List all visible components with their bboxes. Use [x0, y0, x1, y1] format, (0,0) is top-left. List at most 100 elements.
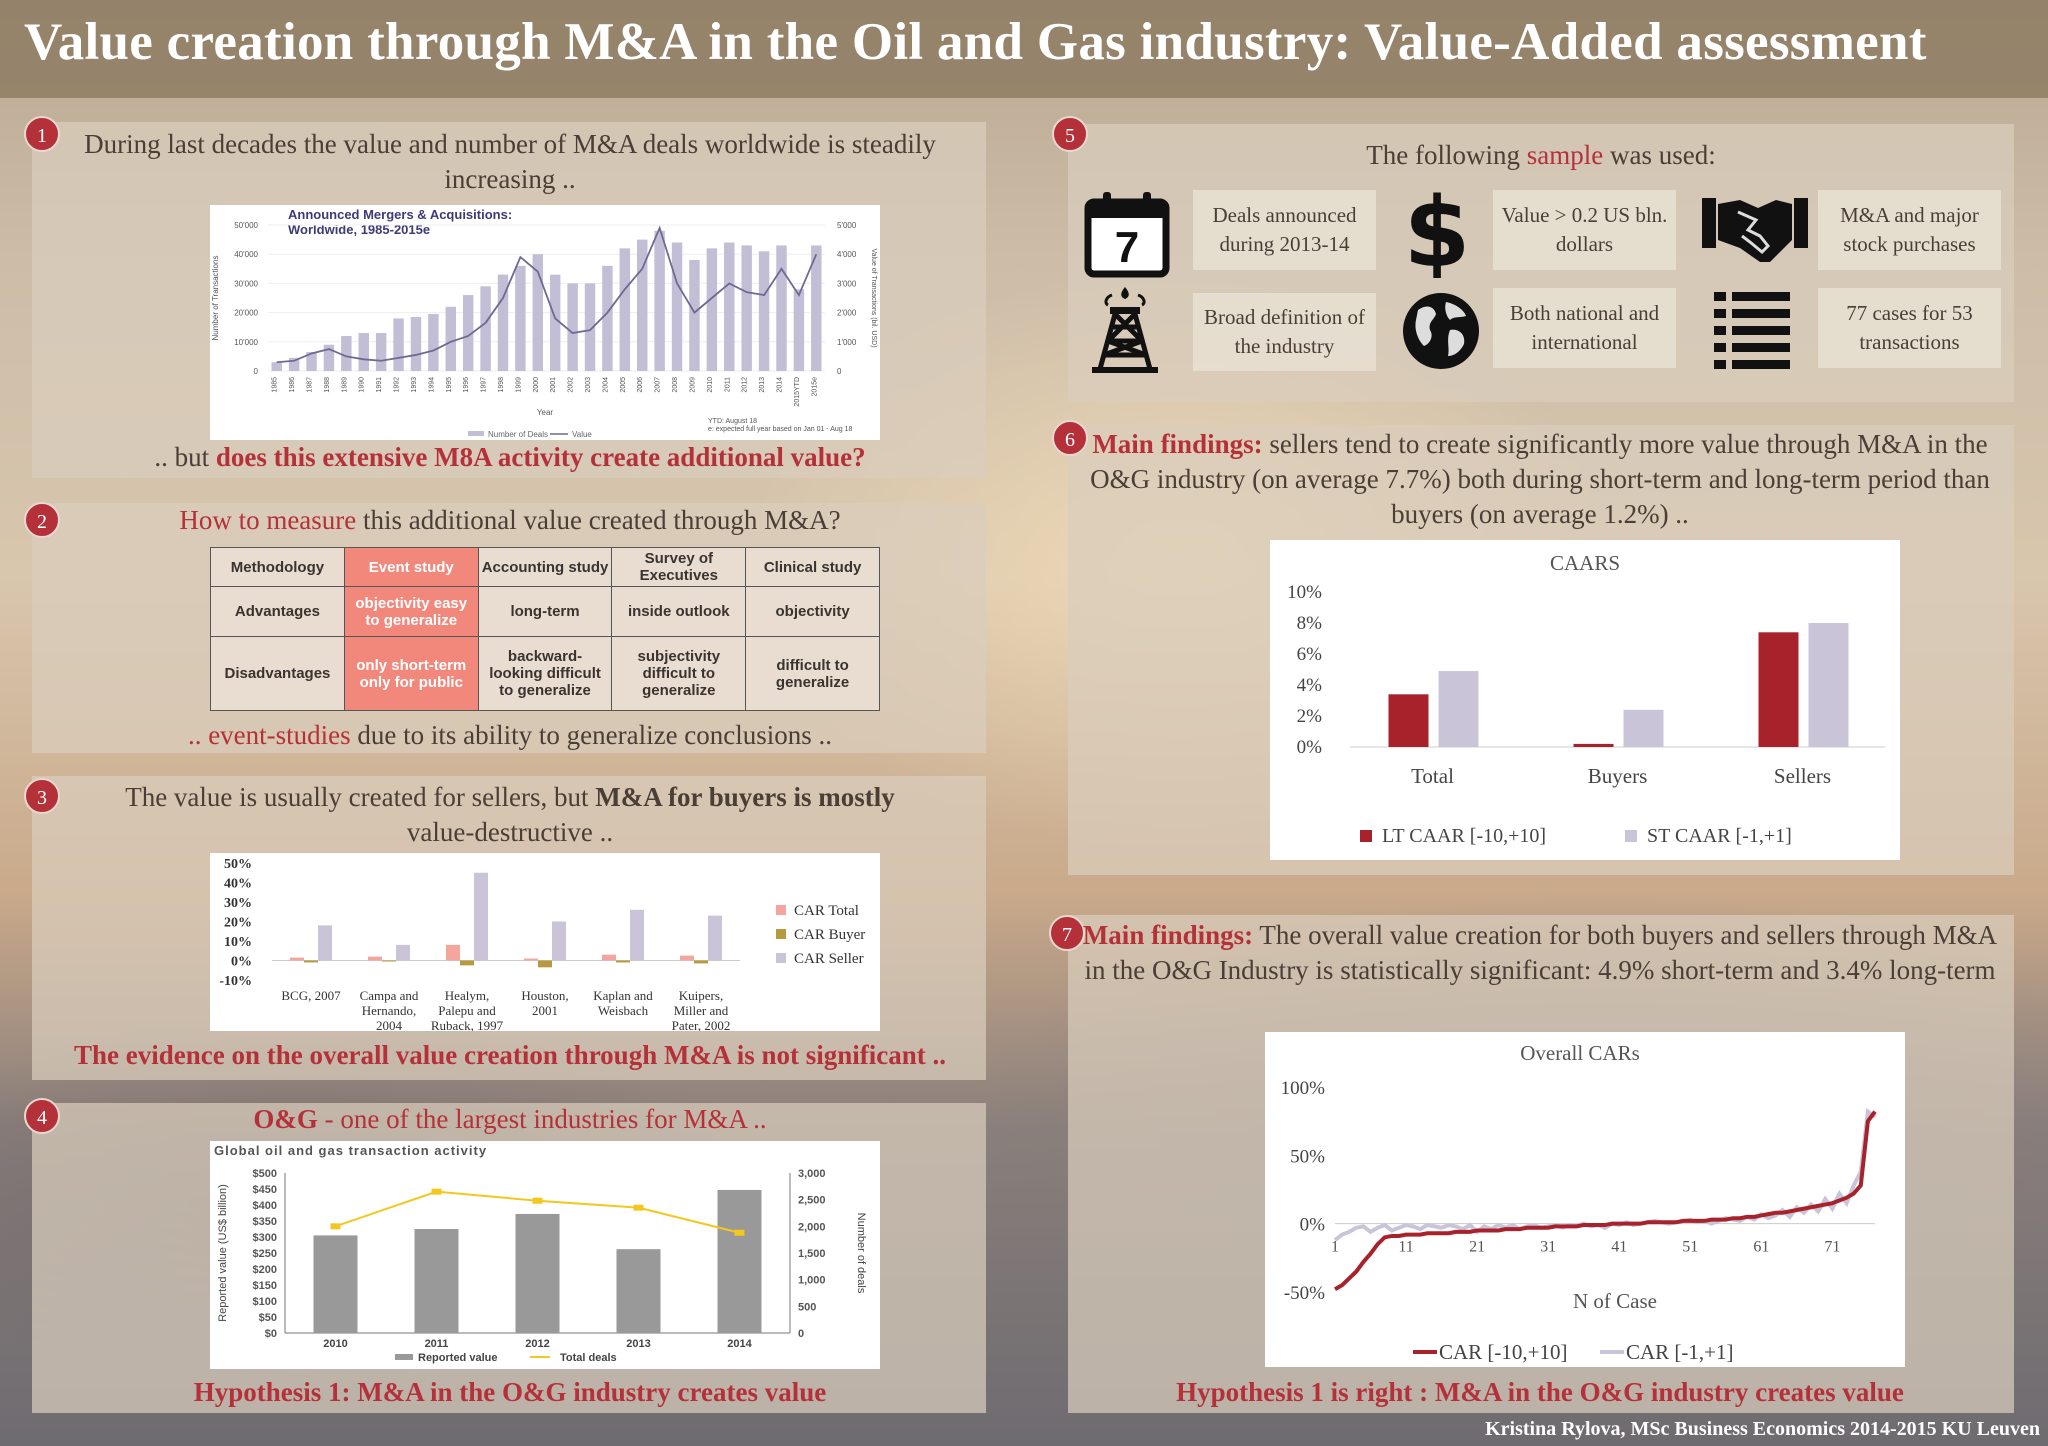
y2-tick-label: 2,000	[798, 1221, 826, 1233]
x-tick-label: 2013	[626, 1338, 650, 1350]
legend-label: CAR Total	[794, 903, 859, 919]
panel-2-bottom-red: .. event-studies	[187, 720, 351, 750]
section-number-1: 1	[24, 116, 60, 152]
ma-worldwide-svg: Announced Mergers & Acquisitions:Worldwi…	[211, 207, 877, 439]
table-cell: long-term	[477, 586, 613, 637]
bar	[382, 960, 396, 962]
section-number-4: 4	[24, 1098, 60, 1134]
og-transactions-chart: Global oil and gas transaction activity $…	[210, 1141, 880, 1369]
x-axis-label: N of Case	[1573, 1289, 1657, 1313]
bar	[694, 960, 708, 964]
y-tick-label: $300	[253, 1232, 277, 1244]
x-tick-label: Pater, 2002	[672, 1018, 731, 1031]
y-tick-label: 30'000	[234, 279, 258, 288]
table-cell: Event study	[343, 547, 479, 587]
bar	[515, 265, 526, 371]
y-tick-label: 30%	[224, 896, 252, 911]
bar	[271, 362, 282, 371]
car-studies-chart: 50% 40% 30% 20% 10% 0% -10% BCG, 2007 Campa and H…	[210, 853, 880, 1033]
panel-6-heading-red: Main findings:	[1092, 429, 1263, 459]
y-tick-label: 0%	[1300, 1215, 1326, 1236]
legend-label: Value	[572, 430, 592, 439]
caars-svg: CAARS 0% 2% 4% 6% 8% 10% Total Buyers Sellers LT C…	[1287, 551, 1885, 847]
line-marker	[330, 1223, 341, 1230]
x-tick-label: 2013	[759, 377, 766, 393]
x-tick-label: 2005	[620, 377, 627, 393]
y2-tick-label: 2'000	[837, 309, 857, 318]
poster-title: Value creation through M&A in the Oil an…	[24, 13, 1927, 71]
bar	[552, 921, 566, 961]
x-tick-label: 1994	[428, 377, 435, 393]
x-tick-label: 2000	[533, 377, 540, 393]
x-tick-label: 1991	[376, 377, 383, 393]
panel-5-heading-pre: The following	[1366, 140, 1527, 170]
sample-card-cases: 77 cases for 53 transactions	[1818, 288, 2001, 368]
bar	[497, 274, 509, 371]
legend-label: LT CAAR [-10,+10]	[1382, 825, 1546, 847]
bar	[396, 944, 410, 961]
table-cell: Accounting study	[477, 547, 613, 587]
table-cell: objectivity	[745, 586, 880, 637]
bar	[414, 1229, 459, 1333]
x-tick-label: 1998	[498, 377, 505, 393]
y-tick-label: 0	[254, 367, 259, 376]
x-tick-label: Palepu and	[438, 1003, 496, 1018]
y2-tick-label: 3'000	[837, 279, 857, 288]
sample-card-period: Deals announced during 2013-14	[1193, 190, 1376, 270]
chart-note: e: expected full year based on Jan 01 - …	[708, 426, 852, 433]
y-tick-label: 20%	[224, 916, 252, 931]
y-tick-label: 10%	[224, 935, 252, 950]
y-tick-label: 0%	[1297, 737, 1323, 758]
y-tick-label: $150	[253, 1280, 277, 1292]
bar	[758, 251, 770, 371]
overall-cars-svg: Overall CARs-50%0%50%100%1 11 21 31 41 51 61 71…	[1281, 1041, 1877, 1364]
x-tick-label: 1995	[446, 377, 453, 393]
y-tick-label: 50%	[1290, 1146, 1325, 1167]
y-tick-label: 2%	[1297, 706, 1323, 727]
legend-label: CAR [-10,+10]	[1439, 1340, 1568, 1364]
bar	[776, 245, 787, 371]
y-tick-label: 6%	[1297, 644, 1323, 665]
y2-tick-label: 4'000	[837, 250, 857, 259]
bar	[288, 357, 300, 371]
panel-5-heading: The following sample was used:	[1068, 138, 2014, 173]
bar	[616, 1249, 661, 1333]
x-tick-label: 2008	[672, 377, 679, 393]
x-tick-label: 2001	[532, 1003, 558, 1018]
legend-label: ST CAAR [-1,+1]	[1647, 825, 1792, 847]
legend-swatch	[395, 1354, 413, 1360]
y-tick-label: 4%	[1297, 675, 1323, 696]
table-cell: subjectivity difficult to generalize	[611, 636, 747, 711]
x-tick-label: 2011	[425, 1338, 449, 1350]
bar	[741, 245, 752, 371]
bar	[341, 335, 352, 371]
bar	[532, 254, 544, 371]
x-tick-label: 2015e	[811, 377, 818, 397]
y-axis-label: Reported value (US$ billion)	[217, 1184, 229, 1322]
bar	[602, 954, 616, 961]
dollar-icon: $	[1400, 177, 1475, 289]
x-tick-label: 1993	[411, 377, 418, 393]
x-tick-label: Campa and	[360, 988, 419, 1003]
line-marker	[633, 1204, 644, 1211]
title-bar: Value creation through M&A in the Oil an…	[0, 0, 2048, 98]
line-marker	[431, 1188, 442, 1195]
legend-label: CAR Seller	[794, 951, 864, 967]
ma-worldwide-chart: Announced Mergers & Acquisitions: Worldwi…	[210, 205, 880, 440]
y-tick-label: $100	[253, 1296, 277, 1308]
legend-swatch	[776, 929, 786, 939]
x-tick-label: Sellers	[1774, 764, 1831, 788]
x-tick-label: 1992	[394, 377, 401, 393]
y2-tick-label: 2,500	[798, 1195, 826, 1207]
table-cell: difficult to generalize	[745, 636, 880, 711]
y-tick-label: $500	[253, 1168, 277, 1180]
x-tick-label: 2002	[568, 377, 575, 393]
x-tick-label: 1997	[481, 377, 488, 393]
x-tick-label: 1988	[324, 377, 331, 393]
bar	[445, 306, 456, 371]
table-cell: Survey of Executives	[611, 547, 747, 587]
y-tick-label: 20'000	[234, 309, 258, 318]
x-tick-label: 31	[1540, 1239, 1556, 1256]
bar	[584, 283, 596, 371]
bar	[1388, 694, 1429, 747]
